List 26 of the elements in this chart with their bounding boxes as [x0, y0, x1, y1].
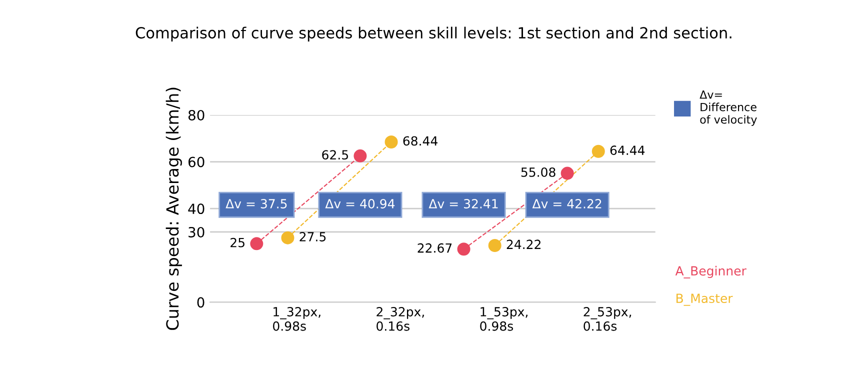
text: B_Master [676, 294, 733, 306]
data-label: 68.44 [403, 136, 438, 146]
annotation: Δv = 37.5 [226, 199, 287, 208]
data-label: 22.67 [418, 243, 452, 253]
annotation: Δv = 40.94 [325, 199, 395, 208]
x-tick-label: 2_53px, 0.16s [584, 307, 632, 331]
data-label: 55.08 [521, 167, 556, 177]
data-label: 27.5 [300, 232, 326, 242]
y-tick-label: 60 [188, 156, 204, 168]
data-label: 25 [230, 238, 244, 248]
y-tick-label: 40 [188, 204, 204, 214]
y-tick-label: 80 [188, 110, 204, 120]
annotation: Δv = 42.22 [532, 199, 602, 208]
data-label: 62.5 [322, 150, 348, 160]
chart-title: Comparison of curve speeds between skill levels: 1st section and 2nd section. [136, 26, 732, 42]
data-label: 24.22 [506, 240, 540, 249]
x-tick-label: 1_32px, 0.98s [273, 307, 320, 331]
annotation: Δv = 32.41 [428, 199, 498, 208]
x-tick-label: 1_53px, 0.98s [480, 307, 528, 331]
x-tick-label: 2_32px, 0.16s [376, 307, 424, 331]
y-tick-label: 30 [188, 226, 204, 238]
legend-title: Δv= Difference of velocity [700, 90, 757, 126]
text: A_Beginner [675, 266, 746, 278]
y-tick-label: 0 [197, 297, 204, 308]
data-label: 64.44 [610, 146, 645, 156]
y-axis-title: Curve speed: Average (km/h) [166, 88, 182, 330]
